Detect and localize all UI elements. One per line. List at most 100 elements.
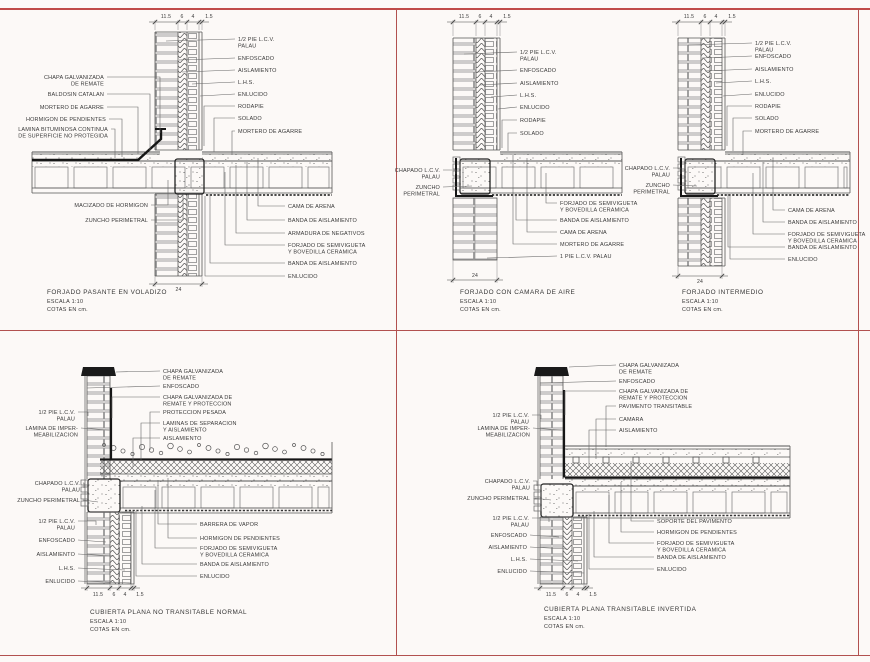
svg-text:11.5: 11.5 <box>459 14 469 20</box>
svg-text:1.5: 1.5 <box>205 14 213 20</box>
callout-label: 1/2 PIE L.C.V. PALAU <box>755 41 792 54</box>
callout-label: CHAPA GALVANIZADA DE REMATE Y PROTECCION <box>163 395 233 408</box>
callout-label: CHAPA GALVANIZADA DE REMATE <box>163 369 223 382</box>
callout-label: 1/2 PIE L.C.V. PALAU <box>520 50 557 63</box>
callout-label: BANDA DE AISLAMIENTO <box>288 218 357 224</box>
detail-scale: ESCALA 1:10 <box>460 299 497 306</box>
callout-label: ENLUCIDO <box>497 569 527 575</box>
callout-label: ENFOSCADO <box>520 68 557 74</box>
callout-label: ENLUCIDO <box>45 579 75 585</box>
detail-title: FORJADO PASANTE EN VOLADIZO <box>47 289 167 296</box>
callout-label: 1/2 PIE L.C.V. PALAU <box>39 519 76 532</box>
callout-label: ENLUCIDO <box>657 567 687 573</box>
callout-label: BANDA DE AISLAMIENTO <box>200 562 269 568</box>
callout-label: ENFOSCADO <box>163 384 200 390</box>
border-line-right <box>858 8 859 655</box>
detail-title-block: FORJADO INTERMEDIO ESCALA 1:10 COTAS EN … <box>682 289 763 316</box>
callout-label: SOLADO <box>238 116 262 122</box>
callout-label: SOLADO <box>520 131 544 137</box>
callout-label: CHAPADO L.C.V. PALAU <box>35 481 81 494</box>
callout-label: BANDA DE AISLAMIENTO <box>788 220 857 226</box>
detail-title: CUBIERTA PLANA TRANSITABLE INVERTIDA <box>544 606 697 613</box>
detail-cubierta-plana-transitable-invertida: 11.5 6 4 1.5 1/2 PIE L.C.V. PALAU LAMINA DE IM… <box>396 330 858 655</box>
callout-label: HORMIGON DE PENDIENTES <box>657 530 737 536</box>
detail-units: COTAS EN cm. <box>544 624 585 631</box>
callout-label: L.H.S. <box>59 566 76 572</box>
callout-label: ENLUCIDO <box>520 105 550 111</box>
callout-label: 1 PIE L.C.V. PALAU <box>560 254 612 260</box>
detail-title-block: CUBIERTA PLANA TRANSITABLE INVERTIDA ESC… <box>544 606 696 633</box>
callout-label: 1/2 PIE L.C.V. PALAU <box>493 516 530 529</box>
svg-text:1.5: 1.5 <box>589 592 597 598</box>
svg-text:24: 24 <box>176 287 182 293</box>
detail-title-block: FORJADO CON CAMARA DE AIRE ESCALA 1:10 C… <box>460 289 575 316</box>
detail-drawing: 11.5 6 4 1.5 24 1/2 PIE L.C.V. PALAU ENFOSCADO A… <box>18 14 365 293</box>
callout-label: HORMIGON DE PENDIENTES <box>200 536 280 542</box>
svg-text:24: 24 <box>472 273 478 279</box>
svg-text:11.5: 11.5 <box>546 592 556 598</box>
callout-label: HORMIGON DE PENDIENTES <box>26 117 106 123</box>
callout-label: ENFOSCADO <box>755 54 792 60</box>
detail-units: COTAS EN cm. <box>460 307 501 314</box>
callout-label: SOPORTE DEL PAVIMENTO <box>657 519 733 525</box>
svg-text:11.5: 11.5 <box>93 592 103 598</box>
callout-label: CHAPA GALVANIZADA DE REMATE Y PROTECCION <box>619 389 689 402</box>
callout-label: RODAPIE <box>238 104 264 110</box>
callout-label: CAMA DE ARENA <box>560 230 607 236</box>
callout-label: L.H.S. <box>238 80 255 86</box>
callout-label: MORTERO DE AGARRE <box>560 242 624 248</box>
callout-label: PROTECCION PESADA <box>163 410 226 416</box>
detail-forjado-pasante-en-voladizo: 11.5 6 4 1.5 24 1/2 PIE L.C.V. PALAU ENFOSCADO A… <box>0 8 396 330</box>
callout-label: CAMARA <box>619 417 644 423</box>
callout-label: LAMINA DE IMPER-MEABILIZACION <box>477 426 530 439</box>
callout-label: RODAPIE <box>755 104 781 110</box>
svg-text:4: 4 <box>192 14 195 20</box>
detail-cubierta-plana-no-transitable-normal: 11.5 6 4 1.5 1/2 PIE L.C.V. PALAU LAMINA DE IM… <box>0 330 396 655</box>
callout-label: ENLUCIDO <box>288 274 318 280</box>
detail-forjado-con-camara-de-aire: 24 11.5 6 4 1.5 1/2 PIE L.C.V. PALAU ENFOSCADO A… <box>395 8 638 330</box>
callout-label: FORJADO DE SEMIVIGUETA Y BOVEDILLA CERAMI… <box>788 232 866 245</box>
callout-label: SOLADO <box>755 116 779 122</box>
callout-label: CHAPADO L.C.V. PALAU <box>625 166 671 179</box>
detail-units: COTAS EN cm. <box>90 627 131 634</box>
callout-label: PAVIMENTO TRANSITABLE <box>619 404 692 410</box>
detail-title-block: FORJADO PASANTE EN VOLADIZO ESCALA 1:10 … <box>47 289 167 316</box>
callout-label: AISLAMIENTO <box>36 552 75 558</box>
callout-label: CAMA DE ARENA <box>288 204 335 210</box>
callout-label: ENFOSCADO <box>619 379 656 385</box>
callout-label: AISLAMIENTO <box>520 81 559 87</box>
detail-scale: ESCALA 1:10 <box>47 299 84 306</box>
detail-title-block: CUBIERTA PLANA NO TRANSITABLE NORMAL ESC… <box>90 609 247 636</box>
detail-title: FORJADO CON CAMARA DE AIRE <box>460 289 576 296</box>
svg-text:6: 6 <box>113 592 116 598</box>
detail-scale: ESCALA 1:10 <box>682 299 719 306</box>
callout-label: MACIZADO DE HORMIGON <box>74 203 148 209</box>
callout-label: AISLAMIENTO <box>755 67 794 73</box>
callout-label: ENFOSCADO <box>238 56 275 62</box>
svg-text:4: 4 <box>124 592 127 598</box>
callout-label: AISLAMIENTO <box>488 545 527 551</box>
callout-label: ZUNCHO PERIMETRAL <box>633 183 670 196</box>
callout-label: ZUNCHO PERIMETRAL <box>467 496 530 502</box>
callout-label: 1/2 PIE L.C.V. PALAU <box>238 37 275 50</box>
callout-label: 1/2 PIE L.C.V. PALAU <box>493 413 530 426</box>
svg-text:6: 6 <box>704 14 707 20</box>
callout-label: AISLAMIENTO <box>619 428 658 434</box>
callout-label: CHAPA GALVANIZADA DE REMATE <box>619 363 679 376</box>
svg-text:4: 4 <box>490 14 493 20</box>
callout-label: CHAPADO L.C.V. PALAU <box>395 168 441 181</box>
divider-line-horizontal <box>0 330 870 331</box>
callout-label: BANDA DE AISLAMIENTO <box>788 245 857 251</box>
detail-forjado-intermedio: 24 11.5 6 4 1.5 1/2 PIE L.C.V. PALAU ENFOSCADO A… <box>625 8 866 330</box>
svg-text:1.5: 1.5 <box>136 592 144 598</box>
detail-units: COTAS EN cm. <box>682 307 723 314</box>
callout-label: AISLAMIENTO <box>238 68 277 74</box>
detail-scale: ESCALA 1:10 <box>90 619 127 626</box>
detail-title: FORJADO INTERMEDIO <box>682 289 764 296</box>
svg-text:4: 4 <box>715 14 718 20</box>
callout-label: BALDOSIN CATALAN <box>48 92 104 98</box>
callout-label: BARRERA DE VAPOR <box>200 522 258 528</box>
